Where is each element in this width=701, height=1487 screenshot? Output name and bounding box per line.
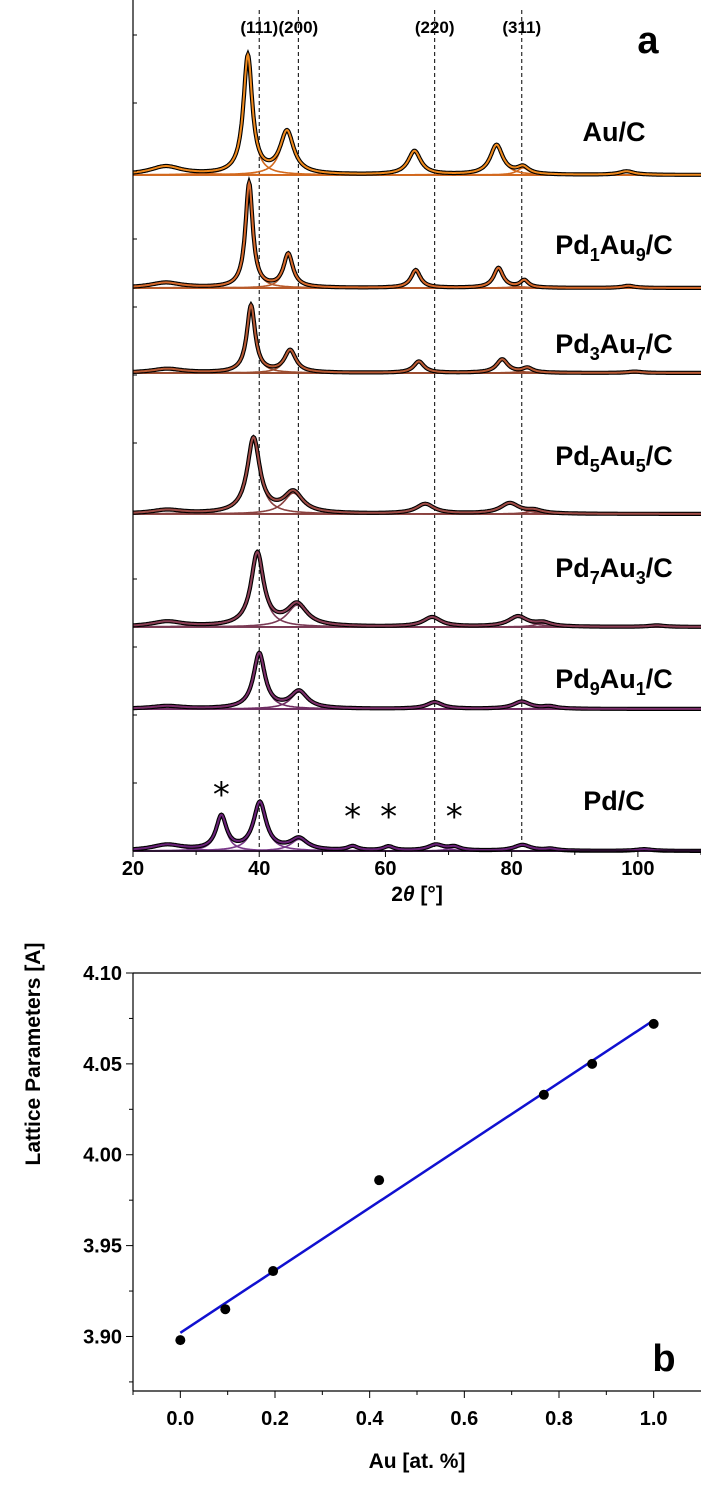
x-axis-title-prefix: 2 xyxy=(391,883,403,906)
fit-envelope-5 xyxy=(133,651,701,710)
linear-fit xyxy=(179,1019,655,1334)
panel-b-y-tick-label-4: 4.10 xyxy=(83,963,122,985)
fit-envelope-1 xyxy=(133,179,701,289)
panel-b-x-axis-title: Au [at. %] xyxy=(369,1450,466,1473)
fit-envelope-4 xyxy=(132,550,701,628)
fit-line xyxy=(179,1019,655,1334)
panel-a-axes: 20 40 60 80 100 xyxy=(122,0,701,880)
data-point-4 xyxy=(538,1089,549,1100)
x-axis-title-suffix: [°] xyxy=(415,883,443,906)
data-point-3 xyxy=(374,1175,385,1186)
x-axis-title-theta: θ xyxy=(403,883,415,906)
data-point-5 xyxy=(587,1058,598,1069)
pattern-3 xyxy=(133,434,701,516)
sample-labels: Au/C Pd1Au9/C Pd3Au7/C Pd5Au5/C Pd7Au3/C Pd9A… xyxy=(555,117,673,816)
panel-b-x-tick-label-3: 0.6 xyxy=(450,1408,478,1430)
panel-b-x-tick-label-0: 0.0 xyxy=(166,1408,194,1430)
pattern-0 xyxy=(133,48,701,177)
impurity-markers: * * * * xyxy=(213,775,463,837)
panel-b-x-tick-label-4: 0.8 xyxy=(545,1408,573,1430)
panel-b-letter: b xyxy=(652,1338,675,1380)
sample-label-2: Pd3Au7/C xyxy=(555,329,673,364)
panel-a-x-tick-label-0: 20 xyxy=(122,858,144,880)
panel-a-x-tick-label-4: 100 xyxy=(621,858,654,880)
data-point-0 xyxy=(175,1335,186,1346)
sample-label-0: Au/C xyxy=(583,117,646,147)
panel-a-xrd-chart: (111) (200) (220) (311) * * * * Au/C Pd1Au9/C Pd… xyxy=(122,0,701,906)
panel-b-x-tick-label-1: 0.2 xyxy=(261,1408,289,1430)
panel-b-y-tick-label-3: 4.05 xyxy=(83,1054,122,1076)
impurity-star-3: * xyxy=(446,797,463,837)
data-point-1 xyxy=(220,1304,231,1315)
panel-a-x-tick-label-2: 60 xyxy=(374,858,396,880)
sample-label-5: Pd9Au1/C xyxy=(555,664,673,699)
reference-lines: (111) (200) (220) (311) xyxy=(240,10,541,851)
panel-b-axes: 0.0 0.2 0.4 0.6 0.8 1.0 3.90 3.95 4.00 4.05 4.10 xyxy=(83,963,701,1430)
impurity-star-2: * xyxy=(380,797,397,837)
impurity-star-0: * xyxy=(213,775,230,815)
data-point-6 xyxy=(648,1018,659,1029)
panel-b-x-tick-label-2: 0.4 xyxy=(356,1408,385,1430)
hkl-label-2: (220) xyxy=(415,18,455,37)
sample-label-6: Pd/C xyxy=(583,786,645,816)
panel-b-x-tick-label-5: 1.0 xyxy=(640,1408,668,1430)
panel-b-y-axis-title: Lattice Parameters [A] xyxy=(22,943,45,1166)
panel-a-x-tick-label-1: 40 xyxy=(248,858,270,880)
sample-label-3: Pd5Au5/C xyxy=(555,441,673,476)
hkl-label-1: (200) xyxy=(279,18,319,37)
pattern-5 xyxy=(132,650,701,711)
fit-envelope-3 xyxy=(133,435,701,515)
panel-b-y-tick-label-0: 3.90 xyxy=(83,1326,122,1348)
sample-label-1: Pd1Au9/C xyxy=(555,230,673,265)
pattern-1 xyxy=(133,175,701,290)
sample-label-4: Pd7Au3/C xyxy=(555,553,673,588)
panel-a-x-tick-label-3: 80 xyxy=(501,858,523,880)
fit-envelope-0 xyxy=(133,51,701,176)
panel-b-y-tick-label-1: 3.95 xyxy=(83,1236,122,1258)
hkl-label-3: (311) xyxy=(502,18,541,37)
panel-a-x-axis-title: 2θ [°] xyxy=(391,883,443,906)
hkl-label-0: (111) xyxy=(240,18,278,37)
panel-b-y-tick-label-2: 4.00 xyxy=(83,1145,122,1167)
data-points xyxy=(175,1018,659,1346)
pattern-2 xyxy=(132,300,701,375)
pattern-4 xyxy=(132,549,701,629)
data-point-2 xyxy=(268,1266,279,1277)
fit-envelope-2 xyxy=(132,303,701,374)
panel-a-letter: a xyxy=(637,20,659,62)
measured-pattern-0 xyxy=(133,48,701,177)
panel-b-lattice-chart: 0.0 0.2 0.4 0.6 0.8 1.0 3.90 3.95 4.00 4.05 4.10 b… xyxy=(22,943,701,1473)
impurity-star-1: * xyxy=(344,797,361,837)
